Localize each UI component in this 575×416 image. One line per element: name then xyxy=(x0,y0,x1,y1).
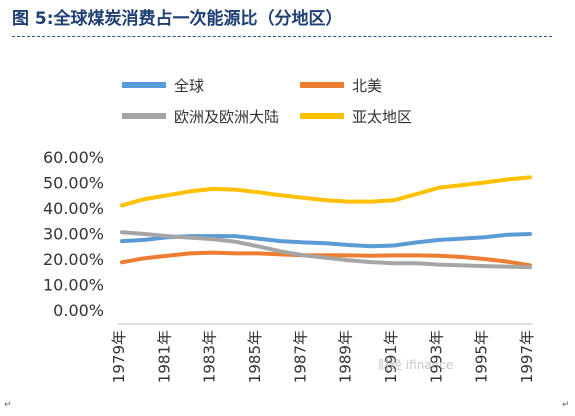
x-tick-label: 1985年 xyxy=(246,330,264,383)
watermark: 财经 ifinance xyxy=(378,358,454,372)
legend-label: 亚太地区 xyxy=(352,108,412,126)
corner-mark-right: ↵ xyxy=(562,400,570,410)
series-line xyxy=(120,250,532,268)
y-tick-label: 30.00% xyxy=(43,225,104,244)
x-tick-label: 1991年 xyxy=(382,330,400,383)
series-line xyxy=(120,175,532,208)
x-tick-label: 1997年 xyxy=(518,330,536,383)
x-tick-label: 1983年 xyxy=(201,330,219,383)
x-tick-label: 1993年 xyxy=(427,330,445,383)
legend-label: 北美 xyxy=(352,77,382,95)
legend-label: 全球 xyxy=(174,77,204,95)
x-tick-label: 1979年 xyxy=(110,330,128,383)
y-tick-label: 10.00% xyxy=(43,276,104,295)
x-tick-label: 1989年 xyxy=(337,330,355,383)
y-tick-label: 60.00% xyxy=(43,148,104,167)
figure-title: 图 5:全球煤炭消费占一次能源比（分地区） xyxy=(12,9,343,29)
series-line xyxy=(120,230,532,270)
x-tick-label: 1987年 xyxy=(291,330,309,383)
y-tick-label: 50.00% xyxy=(43,174,104,193)
y-tick-label: 40.00% xyxy=(43,199,104,218)
x-tick-label: 1995年 xyxy=(473,330,491,383)
x-tick-label: 1981年 xyxy=(155,330,173,383)
title-divider xyxy=(12,36,552,37)
y-tick-label: 0.00% xyxy=(53,301,104,320)
corner-mark-left: ↵ xyxy=(4,400,12,410)
y-tick-label: 20.00% xyxy=(43,250,104,269)
legend-label: 欧洲及欧洲大陆 xyxy=(174,108,279,126)
